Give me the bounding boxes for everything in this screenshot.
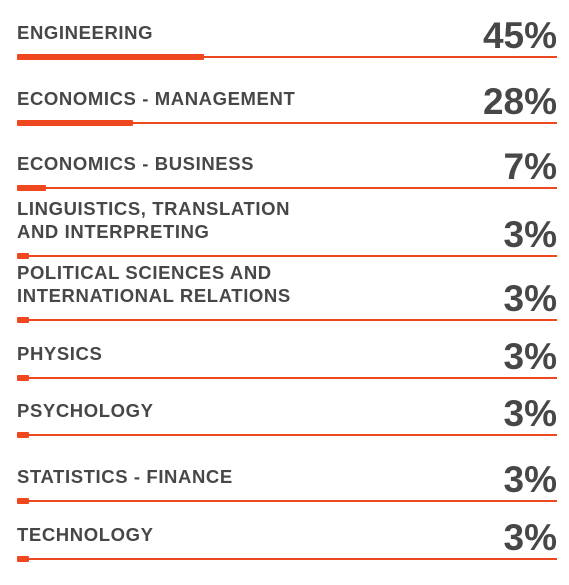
bar-fill [17,185,46,191]
bar-fill [17,432,29,438]
category-label: TECHNOLOGY [17,524,154,545]
category-label: ENGINEERING [17,22,154,43]
category-row: ENGINEERING 45% [17,0,557,60]
bar-track [17,498,557,504]
bar-track [17,253,557,259]
bar-fill [17,375,29,381]
bar-track [17,432,557,438]
category-row: POLITICAL SCIENCES AND INTERNATIONAL REL… [17,261,557,323]
bar-track [17,317,557,323]
bar-fill [17,120,133,126]
percentage-value: 3% [503,393,557,434]
category-row: TECHNOLOGY 3% [17,500,557,562]
percentage-value: 3% [503,214,557,255]
bar-fill [17,317,29,323]
category-label: STATISTICS - FINANCE [17,466,233,487]
bar-track [17,556,557,562]
percentage-value: 7% [503,146,557,187]
percentage-value: 3% [503,278,557,319]
bar-fill [17,556,29,562]
category-row: ECONOMICS - BUSINESS 7% [17,129,557,191]
bar-fill [17,253,29,259]
percentage-value: 3% [503,459,557,500]
category-row: STATISTICS - FINANCE 3% [17,442,557,504]
category-label: POLITICAL SCIENCES AND INTERNATIONAL REL… [17,262,291,306]
category-row: ECONOMICS - MANAGEMENT 28% [17,64,557,126]
category-row: PHYSICS 3% [17,319,557,381]
category-label: LINGUISTICS, TRANSLATION AND INTERPRETIN… [17,198,291,242]
percentage-value: 28% [482,81,557,122]
category-label: ECONOMICS - BUSINESS [17,153,255,174]
bar-track [17,120,557,126]
percentage-value: 45% [482,15,557,56]
percentage-value: 3% [503,336,557,377]
bar-fill [17,498,29,504]
category-row: LINGUISTICS, TRANSLATION AND INTERPRETIN… [17,197,557,259]
category-label: ECONOMICS - MANAGEMENT [17,88,296,109]
bar-fill [17,54,204,60]
category-label: PSYCHOLOGY [17,400,154,421]
category-row: PSYCHOLOGY 3% [17,376,557,438]
bar-track [17,375,557,381]
bar-track [17,185,557,191]
percentage-value: 3% [503,517,557,558]
bar-track [17,54,557,60]
category-label: PHYSICS [17,343,103,364]
